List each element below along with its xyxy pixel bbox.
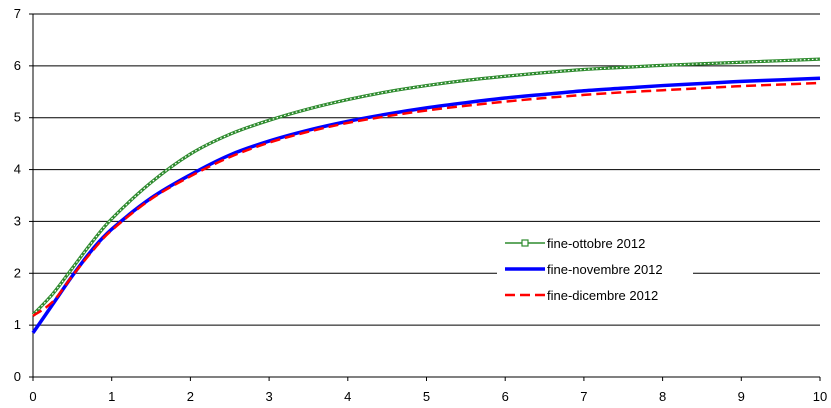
y-tick-label: 3 — [14, 213, 21, 228]
y-tick-labels: 0 1 2 3 4 5 6 7 — [14, 6, 21, 384]
y-tick-label: 7 — [14, 6, 21, 21]
x-tick-label: 9 — [738, 389, 745, 404]
x-tick-label: 7 — [580, 389, 587, 404]
x-tick-label: 8 — [659, 389, 666, 404]
y-tick-label: 1 — [14, 317, 21, 332]
legend-label-fine-novembre-2012: fine-novembre 2012 — [547, 262, 663, 277]
y-tick-label: 5 — [14, 110, 21, 125]
y-tick-label: 4 — [14, 162, 21, 177]
x-tick-label: 2 — [187, 389, 194, 404]
y-tick-label: 0 — [14, 369, 21, 384]
axes — [29, 13, 821, 381]
legend-label-fine-ottobre-2012: fine-ottobre 2012 — [547, 236, 645, 251]
series-line-fine-ottobre-2012 — [31, 57, 821, 316]
x-tick-label: 5 — [423, 389, 430, 404]
y-tick-label: 2 — [14, 265, 21, 280]
series-lines — [31, 57, 821, 334]
legend-marker-fine-ottobre-2012 — [521, 239, 529, 247]
legend-label-fine-dicembre-2012: fine-dicembre 2012 — [547, 288, 658, 303]
x-tick-label: 10 — [813, 389, 827, 404]
series-line-fine-dicembre-2012 — [32, 81, 821, 317]
x-tick-labels: 0 1 2 3 4 5 6 7 8 9 10 — [29, 389, 827, 404]
y-tick-label: 6 — [14, 58, 21, 73]
x-tick-label: 4 — [344, 389, 351, 404]
x-tick-label: 1 — [108, 389, 115, 404]
x-tick-label: 3 — [265, 389, 272, 404]
x-tick-label: 6 — [502, 389, 509, 404]
legend: fine-ottobre 2012 fine-novembre 2012 fine-… — [497, 229, 693, 309]
x-tick-label: 0 — [29, 389, 36, 404]
